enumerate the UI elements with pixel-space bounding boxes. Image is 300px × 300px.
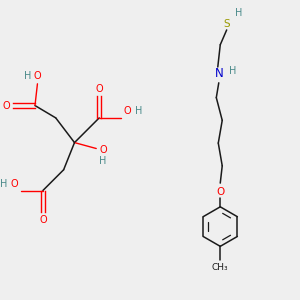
Text: H: H: [135, 106, 142, 116]
Text: H: H: [100, 156, 107, 167]
Text: O: O: [99, 146, 107, 155]
Text: O: O: [95, 84, 103, 94]
Text: O: O: [39, 215, 47, 225]
Text: H: H: [24, 71, 31, 81]
Text: O: O: [216, 187, 224, 196]
Text: N: N: [214, 68, 223, 80]
Text: H: H: [0, 179, 8, 189]
Text: S: S: [224, 19, 230, 29]
Text: H: H: [229, 66, 236, 76]
Text: CH₃: CH₃: [212, 263, 229, 272]
Text: H: H: [235, 8, 243, 18]
Text: O: O: [2, 100, 10, 110]
Text: O: O: [11, 179, 19, 189]
Text: O: O: [34, 71, 41, 81]
Text: O: O: [124, 106, 131, 116]
